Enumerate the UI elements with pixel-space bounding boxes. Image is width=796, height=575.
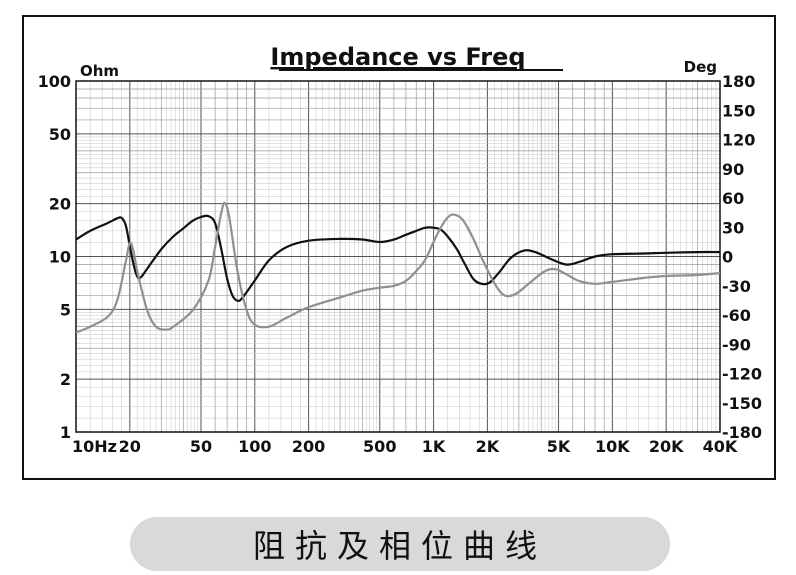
x-tick-label: 1K — [422, 437, 446, 456]
x-tick-label: 500 — [363, 437, 396, 456]
y-right-tick-label: 90 — [722, 160, 744, 179]
y-right-tick-label: 0 — [722, 248, 733, 267]
phase-curve — [75, 201, 721, 334]
y-right-tick-label: -90 — [722, 335, 751, 354]
impedance-chart: Impedance vs Freq Ohm Deg 1 2 5 10 20 50 100 180 15… — [38, 43, 762, 456]
y-left-tick-label: 10 — [49, 248, 71, 267]
x-tick-label: 40K — [703, 437, 738, 456]
y-right-tick-label: -150 — [722, 394, 762, 413]
y-right-tick-label: -120 — [722, 365, 762, 384]
y-left-tick-label: 50 — [49, 125, 71, 144]
x-tick-label: 10K — [595, 437, 630, 456]
y-left-tick-label: 2 — [60, 370, 71, 389]
y-left-tick-label: 5 — [60, 300, 71, 319]
x-tick-label: 50 — [190, 437, 212, 456]
x-tick-label: 2K — [476, 437, 500, 456]
y-right-tick-label: 120 — [722, 131, 755, 150]
caption-text: 阻抗及相位曲线 — [252, 527, 547, 565]
y-right-unit-label: Deg — [684, 58, 717, 76]
x-tick-label: 200 — [292, 437, 325, 456]
y-right-tick-label: -180 — [722, 423, 762, 442]
chart-title: Impedance vs Freq — [270, 43, 525, 71]
y-right-tick-label: 30 — [722, 218, 744, 237]
impedance-curve — [75, 214, 721, 303]
x-tick-label: 10Hz — [72, 437, 117, 456]
y-left-tick-label: 100 — [38, 72, 71, 91]
y-right-tick-label: -60 — [722, 306, 751, 325]
x-tick-label: 20K — [649, 437, 684, 456]
chart-frame: Impedance vs Freq Ohm Deg 1 2 5 10 20 50 100 180 15… — [22, 15, 776, 480]
y-left-tick-label: 1 — [60, 423, 71, 442]
x-tick-label: 20 — [119, 437, 141, 456]
y-left-tick-label: 20 — [49, 195, 71, 214]
x-tick-label: 100 — [238, 437, 271, 456]
plot-border — [75, 80, 721, 433]
y-right-tick-label: -30 — [722, 277, 751, 296]
y-right-tick-label: 60 — [722, 189, 744, 208]
y-right-tick-label: 180 — [722, 72, 755, 91]
caption-banner: 阻抗及相位曲线 — [130, 517, 670, 571]
x-tick-label: 5K — [547, 437, 571, 456]
y-left-unit-label: Ohm — [80, 62, 119, 80]
y-right-tick-label: 150 — [722, 101, 755, 120]
